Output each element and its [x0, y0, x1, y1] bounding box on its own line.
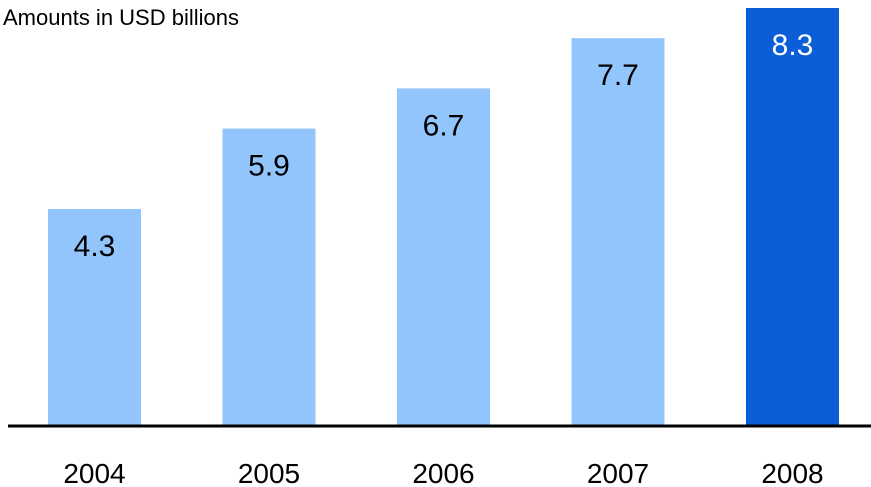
bar-labels-group: 4.3 5.9 6.7 7.7 8.3: [74, 29, 814, 263]
bar-2004: [48, 208, 141, 425]
bar-value-label-2005: 5.9: [248, 150, 290, 183]
x-tick-label-2004: 2004: [63, 458, 125, 487]
x-tick-labels-group: 2004 2005 2006 2007 2008: [63, 458, 823, 487]
x-tick-label-2005: 2005: [238, 458, 300, 487]
bar-2005: [222, 128, 316, 425]
chart-subtitle: Amounts in USD billions: [3, 5, 239, 30]
bar-value-label-2008: 8.3: [772, 29, 814, 62]
bar-2008: [746, 8, 839, 425]
bar-2007: [571, 38, 665, 425]
x-tick-label-2008: 2008: [761, 458, 823, 487]
bar-2006: [397, 88, 490, 425]
bars-group: [48, 8, 839, 425]
x-tick-label-2007: 2007: [587, 458, 649, 487]
bar-value-label-2006: 6.7: [423, 109, 465, 142]
x-tick-label-2006: 2006: [412, 458, 474, 487]
bar-value-label-2007: 7.7: [597, 59, 639, 92]
bar-value-label-2004: 4.3: [74, 230, 116, 263]
